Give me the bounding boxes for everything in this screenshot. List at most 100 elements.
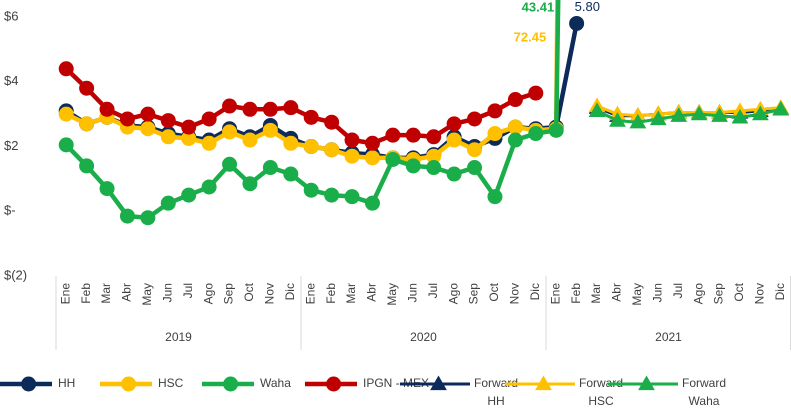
marker xyxy=(160,129,176,145)
x-tick-label: Feb xyxy=(569,283,583,304)
marker xyxy=(426,160,442,176)
x-tick-label: Ago xyxy=(446,283,460,305)
marker xyxy=(79,116,95,132)
legend-label: Forward HSC xyxy=(579,376,623,408)
marker xyxy=(324,142,340,158)
marker xyxy=(283,166,299,182)
marker xyxy=(326,376,342,392)
x-tick-label: Dic xyxy=(528,283,542,300)
marker xyxy=(242,132,258,148)
marker xyxy=(58,61,74,77)
marker xyxy=(528,85,544,101)
x-tick-label: Sep xyxy=(712,283,726,305)
x-tick-label: Sep xyxy=(222,283,236,305)
marker xyxy=(181,130,197,146)
marker xyxy=(201,179,217,195)
marker xyxy=(119,208,135,224)
marker xyxy=(140,121,156,137)
marker xyxy=(324,114,340,130)
data-label: 43.41 xyxy=(522,0,555,14)
marker xyxy=(262,122,278,138)
legend-label: Forward Waha xyxy=(682,376,726,408)
marker xyxy=(303,109,319,125)
marker xyxy=(385,127,401,143)
marker xyxy=(58,106,74,122)
marker xyxy=(21,376,37,392)
x-tick-label: Jun xyxy=(650,283,664,302)
category-group-label: 2019 xyxy=(165,330,192,344)
legend-label: Waha xyxy=(260,376,291,390)
series-line xyxy=(64,67,537,146)
marker xyxy=(303,182,319,198)
marker xyxy=(160,113,176,129)
marker xyxy=(262,160,278,176)
marker xyxy=(242,176,258,192)
marker xyxy=(405,158,421,174)
x-tick-label: Jul xyxy=(426,283,440,298)
x-tick-label: Oct xyxy=(487,282,501,301)
marker xyxy=(262,101,278,117)
marker xyxy=(79,80,95,96)
axes: $(2) $- $2 $4 $6 Ene Feb Mar Abr May Jun Jul Ago Sep O… xyxy=(4,8,791,350)
x-tick-label: May xyxy=(140,283,154,306)
data-label: 72.45 xyxy=(514,29,547,44)
marker xyxy=(344,189,360,205)
series-line xyxy=(596,107,782,124)
x-tick-label: Feb xyxy=(324,283,338,304)
marker xyxy=(181,119,197,135)
marker xyxy=(181,187,197,203)
marker xyxy=(649,110,667,126)
x-tick-label: Feb xyxy=(79,283,93,304)
x-tick-label: Jul xyxy=(181,283,195,298)
x-tick-label: Oct xyxy=(242,282,256,301)
x-tick-label: Jun xyxy=(405,283,419,302)
marker xyxy=(446,132,462,148)
x-tick-label: Dic xyxy=(773,283,787,300)
marker xyxy=(324,187,340,203)
marker xyxy=(638,375,655,391)
marker xyxy=(772,100,790,116)
marker xyxy=(548,122,564,138)
marker xyxy=(507,92,523,108)
marker xyxy=(119,111,135,127)
marker xyxy=(140,106,156,122)
x-tick-label: Abr xyxy=(365,283,379,302)
x-tick-label: Sep xyxy=(467,283,481,305)
marker xyxy=(344,148,360,164)
x-tick-label: Dic xyxy=(283,283,297,300)
marker xyxy=(430,375,447,391)
marker xyxy=(446,116,462,132)
x-tick-label: Nov xyxy=(508,283,522,304)
marker xyxy=(99,181,115,197)
marker xyxy=(364,195,380,211)
marker xyxy=(507,132,523,148)
marker xyxy=(242,101,258,117)
plot-area xyxy=(58,0,790,226)
marker xyxy=(364,135,380,151)
marker xyxy=(507,119,523,135)
x-tick-label: Nov xyxy=(753,283,767,304)
marker xyxy=(99,101,115,117)
y-tick-label: $4 xyxy=(4,73,18,88)
marker xyxy=(446,166,462,182)
y-tick-label: $- xyxy=(4,203,16,218)
marker xyxy=(487,189,503,205)
x-tick-label: Oct xyxy=(732,282,746,301)
x-tick-label: Mar xyxy=(99,283,113,304)
marker xyxy=(535,375,552,391)
data-label: 5.80 xyxy=(575,0,600,14)
marker xyxy=(467,142,483,158)
data-labels: 5.80 43.41 72.45 xyxy=(514,0,600,44)
marker xyxy=(121,376,137,392)
marker xyxy=(385,151,401,167)
x-tick-label: Ene xyxy=(303,283,317,305)
marker xyxy=(711,107,728,122)
marker xyxy=(467,160,483,176)
legend: HH HSC Waha IPGN - MEX Forward HH Forward HSC Fo… xyxy=(0,375,726,408)
marker xyxy=(222,124,238,140)
marker xyxy=(283,100,299,116)
x-tick-label: Jul xyxy=(671,283,685,298)
y-tick-label: $6 xyxy=(4,8,18,23)
marker xyxy=(752,105,769,121)
